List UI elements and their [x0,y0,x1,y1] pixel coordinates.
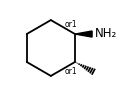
Text: or1: or1 [65,67,78,76]
Text: or1: or1 [65,20,78,29]
Text: NH₂: NH₂ [94,27,117,40]
Polygon shape [75,31,92,37]
